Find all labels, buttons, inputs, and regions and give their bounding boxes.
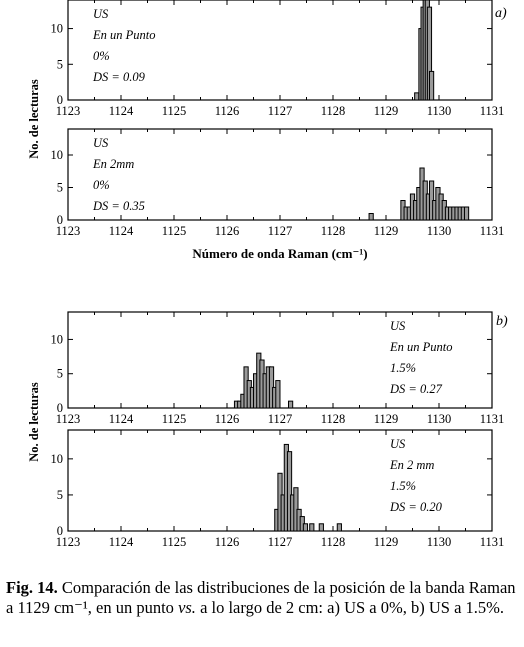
histogram-bar	[286, 451, 293, 532]
x-tick-label: 1125	[162, 535, 187, 549]
y-tick-label: 0	[57, 93, 63, 107]
caption-text-1: Comparación de las distribuciones de la …	[6, 578, 516, 617]
y-tick-label: 0	[57, 213, 63, 227]
histogram-bar	[463, 206, 470, 221]
x-tick-label: 1127	[268, 224, 293, 238]
x-tick-label: 1126	[215, 412, 240, 426]
x-tick-label: 1126	[215, 535, 240, 549]
x-tick-label: 1123	[56, 224, 81, 238]
x-tick-label: 1129	[374, 412, 399, 426]
legend-line: 0%	[93, 49, 110, 63]
x-tick-label: 1129	[374, 104, 399, 118]
x-tick-label: 1126	[215, 224, 240, 238]
panel-label: a)	[495, 6, 507, 21]
x-tick-label: 1126	[215, 104, 240, 118]
legend-line: DS = 0.09	[92, 70, 146, 84]
x-tick-label: 1124	[109, 412, 134, 426]
legend-line: US	[93, 7, 109, 21]
histogram-bar	[414, 92, 420, 101]
legend-line: En 2 mm	[389, 458, 434, 472]
histogram-bar	[428, 70, 435, 101]
y-axis-label: No. de lecturas	[27, 382, 41, 462]
x-tick-label: 1124	[109, 104, 134, 118]
x-tick-label: 1124	[109, 535, 134, 549]
histogram-bar	[302, 523, 309, 532]
legend-line: DS = 0.20	[389, 500, 443, 514]
legend-line: En un Punto	[389, 340, 453, 354]
y-tick-label: 5	[57, 488, 63, 502]
panel-a-subplot-2: 1123 1124 1125 1126 1127 1128 1129 1130 1131 0 5 10…	[51, 128, 505, 238]
y-axis-label: No. de lecturas	[27, 79, 41, 159]
x-tick-label: 1123	[56, 535, 81, 549]
y-tick-label: 0	[57, 401, 63, 415]
y-tick-label: 5	[57, 367, 63, 381]
legend-line: 1.5%	[390, 361, 416, 375]
histogram-bar	[368, 213, 374, 221]
x-tick-label: 1127	[268, 535, 293, 549]
x-tick-label: 1131	[480, 104, 505, 118]
histogram-bar	[309, 523, 315, 532]
y-tick-label: 10	[51, 22, 64, 36]
legend-line: US	[390, 319, 406, 333]
legend-line: DS = 0.27	[389, 382, 443, 396]
y-tick-label: 5	[57, 181, 63, 195]
legend-line: 0%	[93, 178, 110, 192]
x-tick-label: 1130	[427, 104, 452, 118]
panel-b-subplot-1: 1123 1124 1125 1126 1127 1128 1129 1130 1131 0 5 10…	[51, 311, 505, 426]
x-tick-label: 1129	[374, 535, 399, 549]
y-tick-label: 0	[57, 524, 63, 538]
y-tick-label: 10	[51, 332, 64, 346]
x-tick-label: 1128	[321, 535, 346, 549]
legend-line: 1.5%	[390, 479, 416, 493]
y-tick-label: 5	[57, 57, 63, 71]
x-tick-label: 1123	[56, 412, 81, 426]
panel-label: b)	[496, 314, 508, 329]
histogram-bar	[288, 400, 294, 409]
legend-line: US	[390, 437, 406, 451]
figure-14-charts: 1123 1124 1125 1126 1127 1128 1129 1130 1131 0 5 10…	[27, 0, 508, 549]
panel-a-subplot-1: 1123 1124 1125 1126 1127 1128 1129 1130 1131 0 5 10…	[51, 0, 505, 118]
panel-a: 1123 1124 1125 1126 1127 1128 1129 1130 1131 0 5 10…	[27, 0, 507, 261]
histogram-bar	[318, 523, 324, 532]
x-tick-label: 1128	[321, 412, 346, 426]
x-tick-label: 1128	[321, 104, 346, 118]
caption-text-2: a lo largo de 2 cm: a) US a 0%, b) US a …	[195, 597, 505, 617]
x-tick-label: 1125	[162, 224, 187, 238]
legend-line: En un Punto	[92, 28, 156, 42]
y-tick-label: 10	[51, 148, 64, 162]
x-tick-label: 1131	[480, 535, 505, 549]
panel-b-subplot-2: 1123 1124 1125 1126 1127 1128 1129 1130 1131 0 5 10…	[51, 429, 505, 549]
x-tick-label: 1128	[321, 224, 346, 238]
legend-line: En 2mm	[92, 157, 134, 171]
x-tick-label: 1130	[427, 412, 452, 426]
x-tick-label: 1127	[268, 412, 293, 426]
x-axis-label: Número de onda Raman (cm⁻¹)	[192, 246, 367, 261]
x-tick-label: 1130	[427, 224, 452, 238]
x-tick-label: 1127	[268, 104, 293, 118]
caption-label: Fig. 14.	[6, 578, 58, 597]
x-tick-label: 1125	[162, 104, 187, 118]
x-tick-label: 1131	[480, 224, 505, 238]
x-tick-label: 1123	[56, 104, 81, 118]
caption-vs: vs.	[178, 597, 196, 617]
histogram-bar	[275, 380, 281, 409]
x-tick-label: 1125	[162, 412, 187, 426]
x-tick-label: 1124	[109, 224, 134, 238]
y-tick-label: 10	[51, 452, 64, 466]
legend-line: US	[93, 136, 109, 150]
x-tick-label: 1129	[374, 224, 399, 238]
figure-caption: Fig. 14. Comparación de las distribucion…	[6, 578, 522, 617]
x-tick-label: 1131	[480, 412, 505, 426]
panel-b: 1123 1124 1125 1126 1127 1128 1129 1130 1131 0 5 10…	[27, 311, 508, 549]
x-tick-label: 1130	[427, 535, 452, 549]
histogram-bar	[336, 523, 342, 532]
legend-line: DS = 0.35	[92, 199, 145, 213]
